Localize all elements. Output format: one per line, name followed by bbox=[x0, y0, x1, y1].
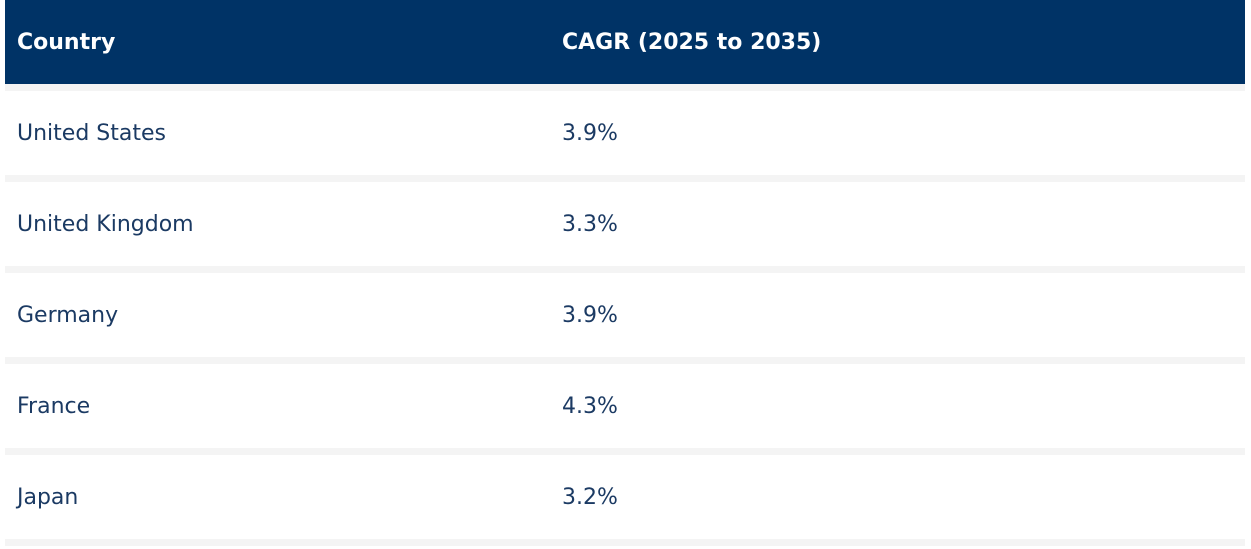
cell-cagr: 3.9% bbox=[562, 121, 618, 146]
table-row: United Kingdom 3.3% bbox=[5, 182, 1245, 266]
table-row: United States 3.9% bbox=[5, 91, 1245, 175]
table-row: Japan 3.2% bbox=[5, 455, 1245, 539]
cell-cagr: 4.3% bbox=[562, 394, 618, 419]
cell-cagr: 3.3% bbox=[562, 212, 618, 237]
cell-country: United States bbox=[17, 121, 166, 146]
cell-cagr: 3.2% bbox=[562, 485, 618, 510]
cell-country: United Kingdom bbox=[17, 212, 194, 237]
table-row: Germany 3.9% bbox=[5, 273, 1245, 357]
header-cagr: CAGR (2025 to 2035) bbox=[562, 30, 822, 55]
cell-country: Japan bbox=[17, 485, 79, 510]
cell-country: France bbox=[17, 394, 91, 419]
table-header: Country CAGR (2025 to 2035) bbox=[5, 0, 1245, 84]
cell-cagr: 3.9% bbox=[562, 303, 618, 328]
cagr-table: Country CAGR (2025 to 2035) United State… bbox=[5, 0, 1245, 546]
table-row: France 4.3% bbox=[5, 364, 1245, 448]
cell-country: Germany bbox=[17, 303, 119, 328]
header-country: Country bbox=[17, 30, 116, 55]
